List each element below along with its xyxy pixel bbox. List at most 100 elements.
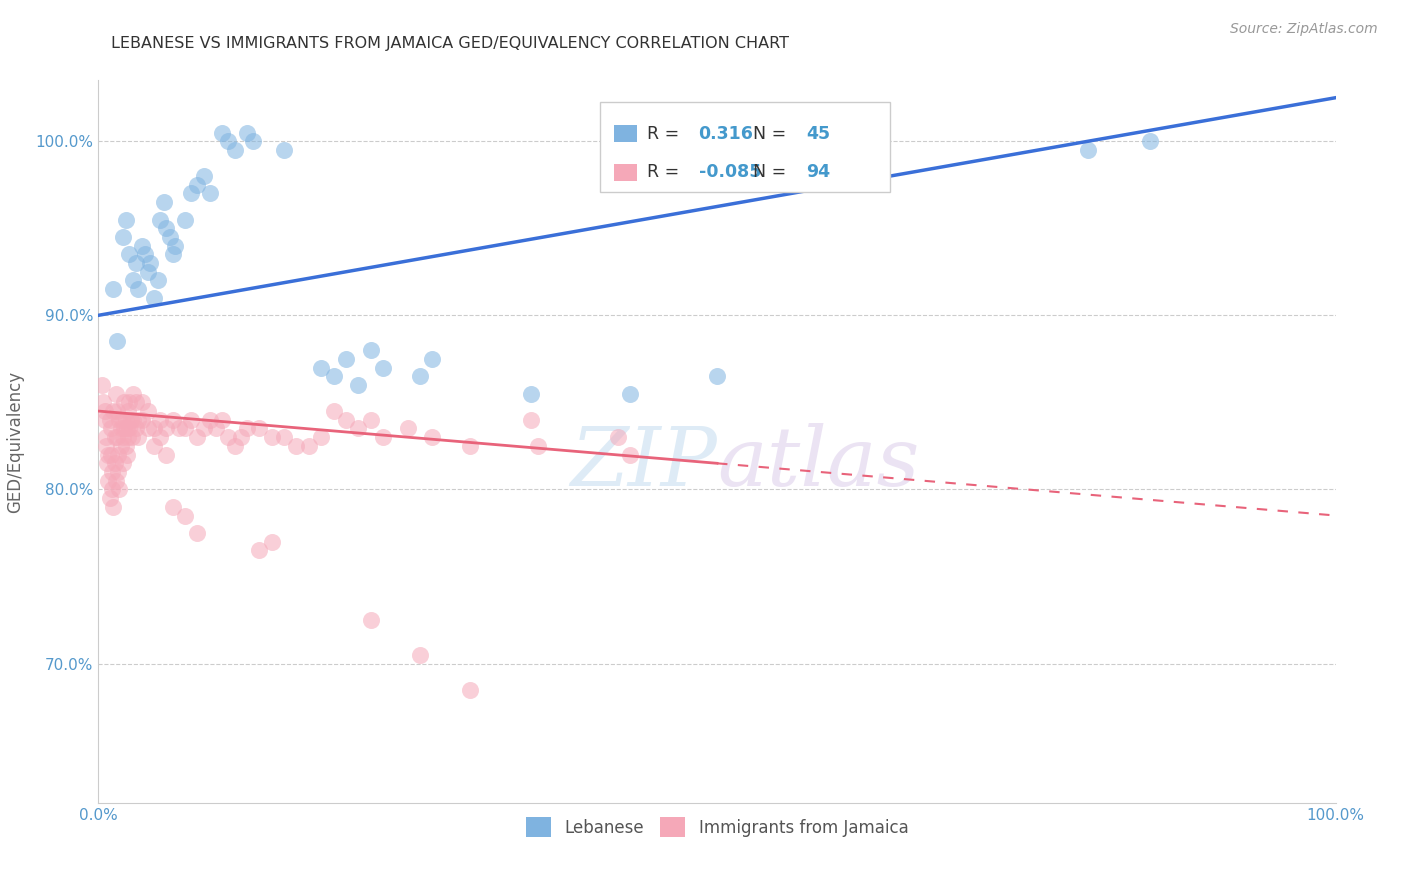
Point [111, 413, 134, 427]
Point [103, 282, 125, 296]
Point [706, 369, 728, 384]
Point [114, 212, 136, 227]
Point [205, 421, 228, 435]
Point [124, 256, 146, 270]
Point [100, 448, 122, 462]
Point [619, 448, 641, 462]
Text: LEBANESE VS IMMIGRANTS FROM JAMAICA GED/EQUIVALENCY CORRELATION CHART: LEBANESE VS IMMIGRANTS FROM JAMAICA GED/… [111, 37, 789, 52]
Point [619, 386, 641, 401]
Point [112, 430, 135, 444]
FancyBboxPatch shape [614, 126, 637, 142]
Point [186, 430, 208, 444]
Point [298, 439, 321, 453]
Point [139, 256, 162, 270]
Text: N =: N = [742, 163, 792, 181]
Point [165, 238, 187, 252]
Point [149, 212, 172, 227]
Point [103, 500, 125, 514]
Point [104, 386, 127, 401]
Point [162, 247, 184, 261]
Point [458, 439, 481, 453]
Point [143, 421, 166, 435]
Point [193, 421, 215, 435]
Point [174, 421, 197, 435]
Y-axis label: GED/Equivalency: GED/Equivalency [7, 370, 24, 513]
Point [309, 430, 332, 444]
Point [229, 430, 252, 444]
Point [93, 395, 115, 409]
Point [396, 421, 419, 435]
Point [149, 430, 172, 444]
Point [193, 169, 215, 183]
Point [155, 221, 177, 235]
Point [174, 508, 197, 523]
Point [167, 421, 190, 435]
Point [112, 421, 135, 435]
Point [224, 439, 246, 453]
Point [110, 421, 132, 435]
Text: -0.085: -0.085 [699, 163, 761, 181]
Point [520, 386, 543, 401]
Point [93, 404, 115, 418]
Point [114, 413, 136, 427]
Point [114, 439, 136, 453]
Point [131, 238, 153, 252]
Point [93, 413, 115, 427]
Point [91, 378, 114, 392]
Point [97, 474, 120, 488]
Point [224, 143, 246, 157]
Point [118, 247, 141, 261]
Point [211, 126, 233, 140]
Point [146, 273, 169, 287]
Point [260, 534, 283, 549]
Point [117, 404, 139, 418]
Text: N =: N = [742, 125, 792, 143]
Point [347, 421, 370, 435]
FancyBboxPatch shape [599, 102, 890, 193]
Point [112, 230, 135, 244]
Point [104, 474, 127, 488]
Point [236, 126, 259, 140]
Text: ZIP: ZIP [571, 423, 717, 503]
Point [360, 613, 382, 627]
Point [155, 448, 177, 462]
Point [108, 483, 131, 497]
Point [520, 413, 543, 427]
Point [247, 543, 270, 558]
Point [149, 413, 172, 427]
Point [217, 430, 239, 444]
Point [322, 369, 344, 384]
Point [458, 682, 481, 697]
Point [94, 439, 117, 453]
Point [127, 282, 149, 296]
Point [607, 430, 630, 444]
Point [97, 448, 120, 462]
Point [112, 395, 135, 409]
Point [117, 430, 139, 444]
Point [120, 413, 142, 427]
Legend: Lebanese, Immigrants from Jamaica: Lebanese, Immigrants from Jamaica [517, 809, 917, 845]
Point [198, 186, 221, 201]
Point [153, 195, 176, 210]
Point [260, 430, 283, 444]
Point [273, 143, 295, 157]
Point [124, 421, 146, 435]
Point [409, 369, 432, 384]
Point [115, 448, 138, 462]
Point [322, 404, 344, 418]
Point [131, 413, 153, 427]
Point [122, 413, 145, 427]
Point [107, 448, 129, 462]
Point [186, 178, 208, 192]
Point [121, 430, 143, 444]
Point [335, 413, 357, 427]
Point [136, 265, 159, 279]
Point [422, 430, 444, 444]
Point [1077, 143, 1099, 157]
Point [103, 404, 125, 418]
Point [118, 421, 141, 435]
Text: R =: R = [647, 163, 685, 181]
Point [309, 360, 332, 375]
Point [174, 212, 197, 227]
Point [211, 413, 233, 427]
